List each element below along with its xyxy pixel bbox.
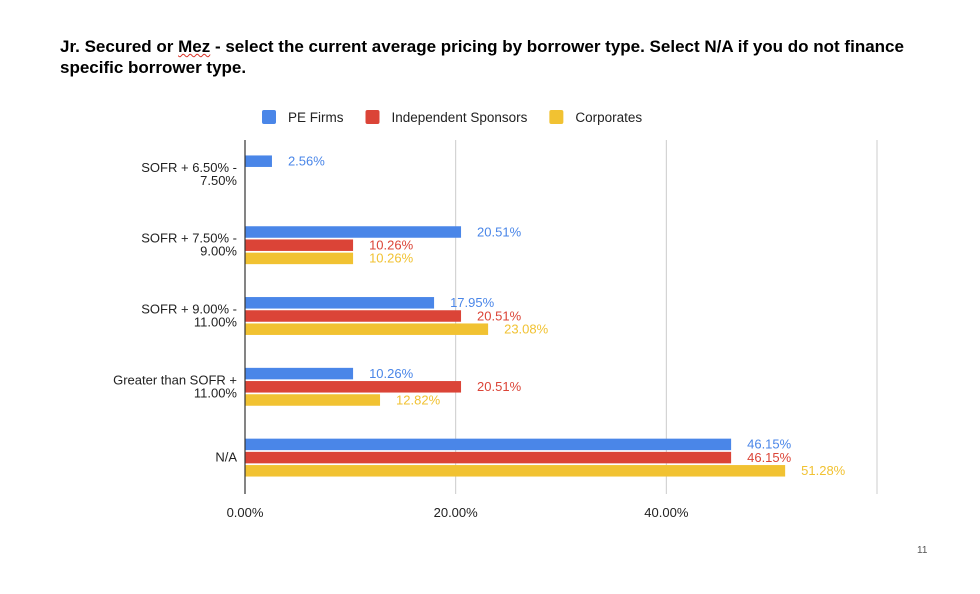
bar-corporates <box>245 323 489 335</box>
chart-title: Jr. Secured or Mez - select the current … <box>60 36 940 78</box>
bar-corporates <box>245 394 381 406</box>
data-label: 20.51% <box>477 224 522 239</box>
data-label: 10.26% <box>369 251 414 266</box>
data-label: 23.08% <box>504 321 549 336</box>
legend-label: PE Firms <box>288 110 344 125</box>
title-text-end: - select the current average pricing by … <box>60 37 904 77</box>
data-label: 46.15% <box>747 437 792 452</box>
title-text-mez: Mez <box>178 37 211 56</box>
chart-bars: 2.56%20.51%10.26%10.26%17.95%20.51%23.08… <box>245 153 846 478</box>
x-tick-label: 40.00% <box>644 505 689 520</box>
category-label: N/A <box>215 450 237 465</box>
data-label: 20.51% <box>477 379 522 394</box>
category-label: 9.00% <box>200 244 237 259</box>
bar-corporates <box>245 465 786 477</box>
category-label: SOFR + 9.00% - <box>141 302 237 317</box>
bar-independent-sponsors <box>245 239 354 251</box>
category-label: 7.50% <box>200 173 237 188</box>
legend-swatch <box>262 110 276 124</box>
page-number: 11 <box>917 545 928 556</box>
bar-pe-firms <box>245 226 462 238</box>
x-tick-label: 20.00% <box>434 505 479 520</box>
data-label: 20.51% <box>477 308 522 323</box>
bar-pe-firms <box>245 155 272 167</box>
data-label: 10.26% <box>369 366 414 381</box>
data-label: 46.15% <box>747 450 792 465</box>
bar-corporates <box>245 252 354 265</box>
category-label: Greater than SOFR + <box>113 372 237 387</box>
bar-independent-sponsors <box>245 451 732 464</box>
x-tick-label: 0.00% <box>227 505 264 520</box>
bar-pe-firms <box>245 297 435 309</box>
data-label: 51.28% <box>801 463 846 478</box>
category-label: 11.00% <box>194 385 238 400</box>
data-label: 12.82% <box>396 392 441 407</box>
bar-independent-sponsors <box>245 310 462 322</box>
legend-label: Independent Sponsors <box>392 110 528 125</box>
bar-independent-sponsors <box>245 381 462 393</box>
bar-pe-firms <box>245 367 354 380</box>
data-label: 2.56% <box>288 153 325 168</box>
bar-pe-firms <box>245 438 732 451</box>
chart-axes: 0.00% 20.00% 40.00% SOFR + 6.50% -7.50% SOFR… <box>113 140 689 520</box>
legend-swatch <box>365 110 380 124</box>
category-label: 11.00% <box>194 315 238 330</box>
category-label: SOFR + 6.50% - <box>141 160 237 175</box>
data-label: 10.26% <box>369 237 414 252</box>
data-label: 17.95% <box>450 295 495 310</box>
category-label: SOFR + 7.50% - <box>141 231 237 246</box>
chart-legend: PE Firms Independent Sponsors Corporates <box>262 110 642 125</box>
legend-swatch <box>549 110 564 124</box>
legend-label: Corporates <box>575 110 642 125</box>
title-text-start: Jr. Secured or <box>60 37 179 56</box>
